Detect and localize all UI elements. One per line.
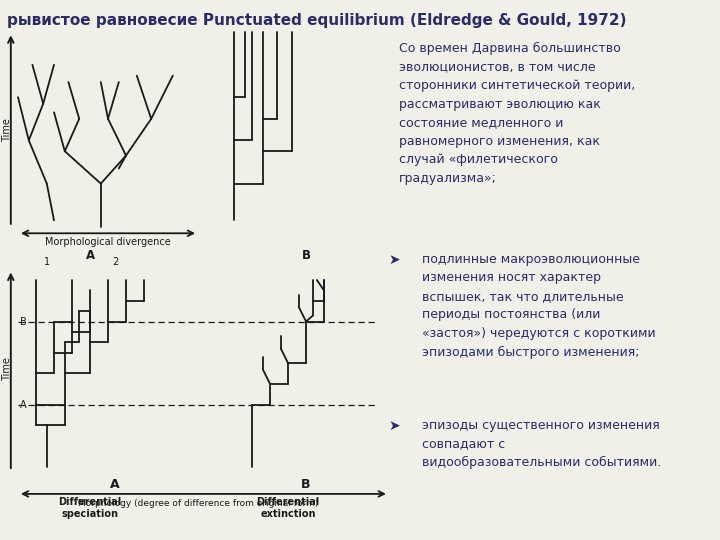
Text: ➤: ➤ <box>389 253 400 267</box>
Text: подлинные макроэволюционные
изменения носят характер
вспышек, так что длительные: подлинные макроэволюционные изменения но… <box>422 253 655 359</box>
Text: A: A <box>110 478 120 491</box>
Text: Morphological divergence: Morphological divergence <box>45 237 171 247</box>
Text: A: A <box>86 249 94 262</box>
Text: 1: 1 <box>44 258 50 267</box>
Text: ➤: ➤ <box>389 418 400 433</box>
Text: Differential
extinction: Differential extinction <box>256 497 320 519</box>
Text: Time: Time <box>2 357 12 381</box>
Text: Differential
speciation: Differential speciation <box>58 497 122 519</box>
Text: Со времен Дарвина большинство
эволюционистов, в том числе
сторонники синтетическ: Со времен Дарвина большинство эволюциони… <box>399 42 635 185</box>
Text: Time: Time <box>2 118 12 141</box>
Text: B: B <box>20 316 27 327</box>
Text: B: B <box>301 478 311 491</box>
Text: 2: 2 <box>112 258 118 267</box>
Text: рывистое равновесие Punctuated equilibrium (Eldredge & Gould, 1972): рывистое равновесие Punctuated equilibri… <box>7 14 626 29</box>
Text: эпизоды существенного изменения
совпадают с
видообразовательными событиями.: эпизоды существенного изменения совпадаю… <box>422 418 661 469</box>
Text: B: B <box>302 249 310 262</box>
Text: A: A <box>20 400 27 409</box>
Text: Morphology (degree of difference from original form): Morphology (degree of difference from or… <box>78 500 318 508</box>
